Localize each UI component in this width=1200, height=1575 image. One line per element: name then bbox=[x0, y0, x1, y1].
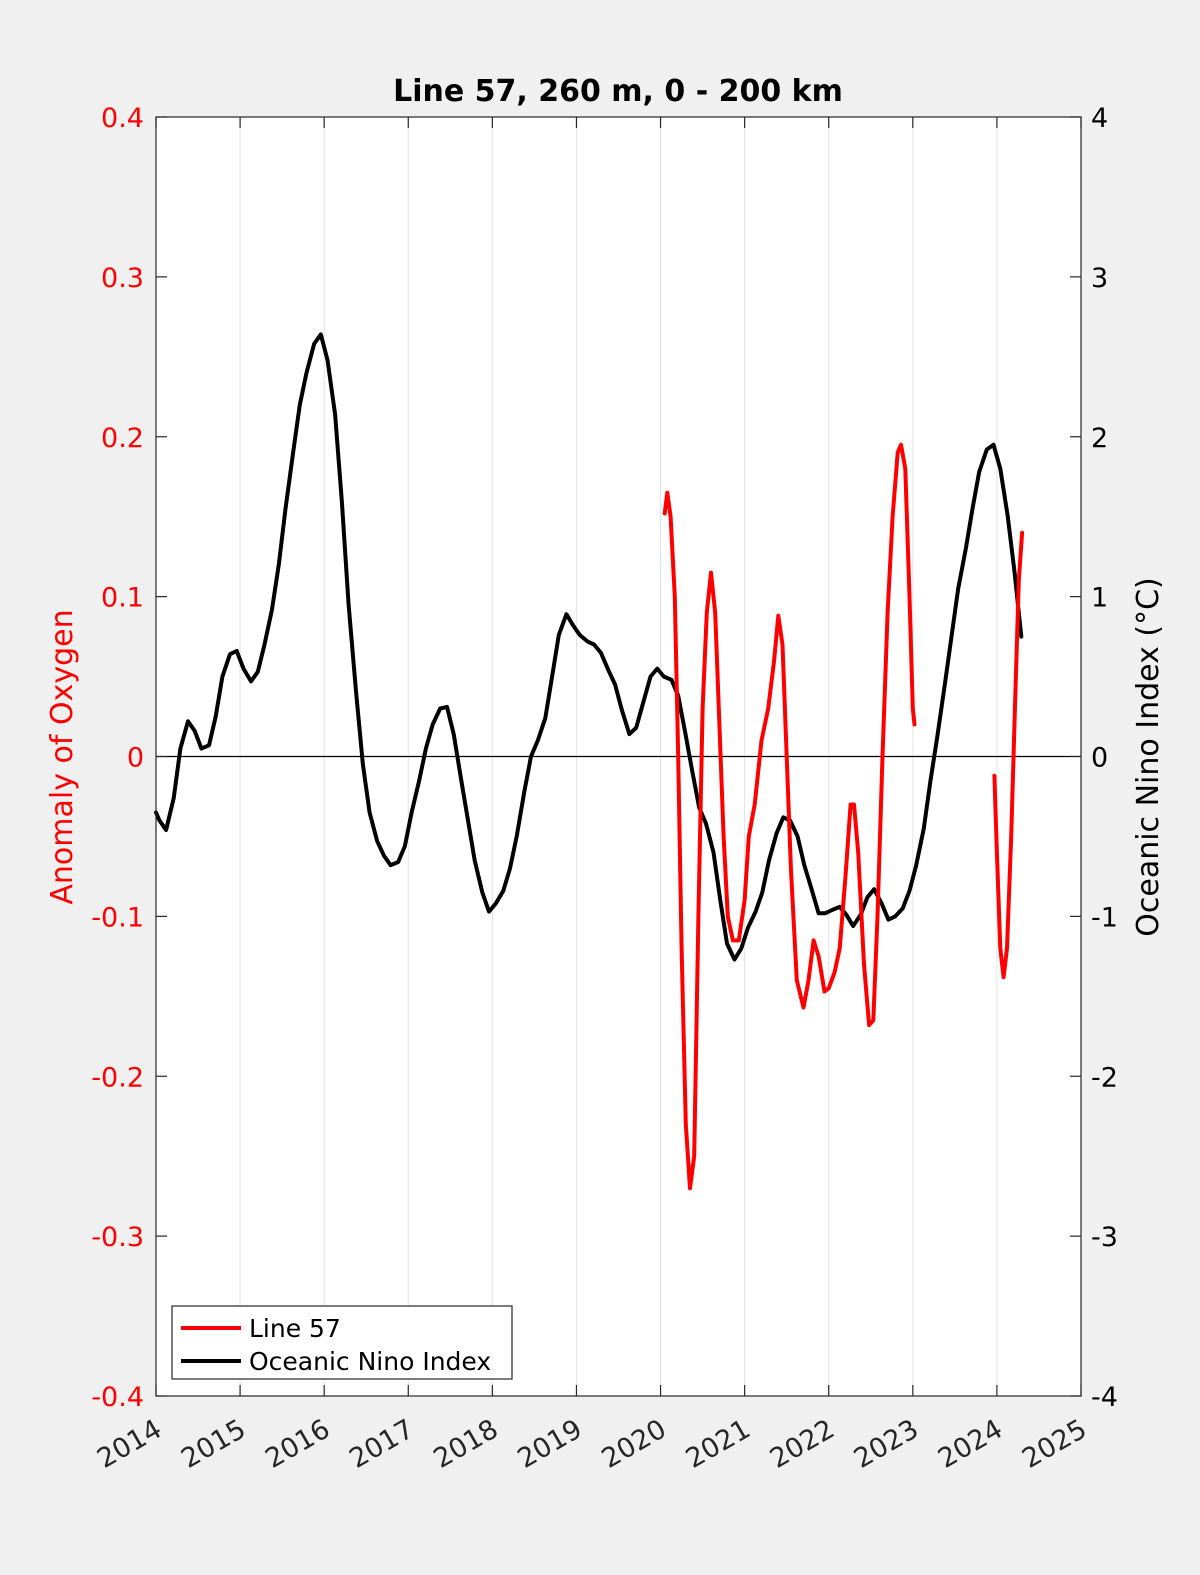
y-right-tick-label: 4 bbox=[1091, 103, 1108, 134]
y-right-tick-label: -2 bbox=[1091, 1062, 1118, 1093]
x-tick-label: 2014 bbox=[92, 1414, 167, 1475]
x-tick-label: 2024 bbox=[933, 1414, 1008, 1475]
legend: Line 57 Oceanic Nino Index bbox=[171, 1305, 513, 1380]
y-right-tick-label: -1 bbox=[1091, 902, 1118, 933]
y-right-tick-label: 3 bbox=[1091, 263, 1108, 294]
y-right-tick-label: -4 bbox=[1091, 1382, 1118, 1413]
y-right-axis-label: Oceanic Nino Index (°C) bbox=[1131, 577, 1166, 937]
x-tick-label: 2021 bbox=[681, 1414, 756, 1475]
x-tick-label: 2015 bbox=[176, 1414, 251, 1475]
legend-label-oni: Oceanic Nino Index bbox=[249, 1347, 491, 1376]
y-right-tick-label: 0 bbox=[1091, 743, 1108, 774]
series-layer bbox=[154, 332, 1025, 1191]
x-tick-label: 2018 bbox=[428, 1414, 503, 1475]
series-line-line-57 bbox=[992, 530, 1025, 980]
x-tick-label: 2016 bbox=[260, 1414, 335, 1475]
y-right-tick-label: 2 bbox=[1091, 423, 1108, 454]
x-tick-label: 2019 bbox=[513, 1414, 588, 1475]
x-tick-label: 2025 bbox=[1017, 1414, 1092, 1475]
legend-box bbox=[171, 1305, 513, 1380]
y-left-tick-label: 0.4 bbox=[101, 103, 144, 134]
y-left-tick-label: -0.2 bbox=[91, 1062, 144, 1093]
y-left-tick-label: 0.1 bbox=[101, 583, 144, 614]
x-tick-label: 2020 bbox=[597, 1414, 672, 1475]
legend-label-line-57: Line 57 bbox=[249, 1314, 341, 1343]
y-left-tick-label: -0.1 bbox=[91, 902, 144, 933]
y-left-tick-label: 0.3 bbox=[101, 263, 144, 294]
y-left-tick-label: -0.4 bbox=[91, 1382, 144, 1413]
y-right-tick-label: -3 bbox=[1091, 1222, 1118, 1253]
y-left-axis-label: Anomaly of Oxygen bbox=[45, 609, 80, 904]
x-tick-label: 2022 bbox=[765, 1414, 840, 1475]
series-line-line-57 bbox=[662, 442, 917, 1191]
chart-title: Line 57, 260 m, 0 - 200 km bbox=[393, 74, 843, 109]
y-left-tick-label: 0.2 bbox=[101, 423, 144, 454]
y-right-tick-label: 1 bbox=[1091, 583, 1108, 614]
x-tick-label: 2017 bbox=[344, 1414, 419, 1475]
x-tick-label: 2023 bbox=[849, 1414, 924, 1475]
y-left-tick-label: -0.3 bbox=[91, 1222, 144, 1253]
y-left-tick-label: 0 bbox=[127, 743, 144, 774]
